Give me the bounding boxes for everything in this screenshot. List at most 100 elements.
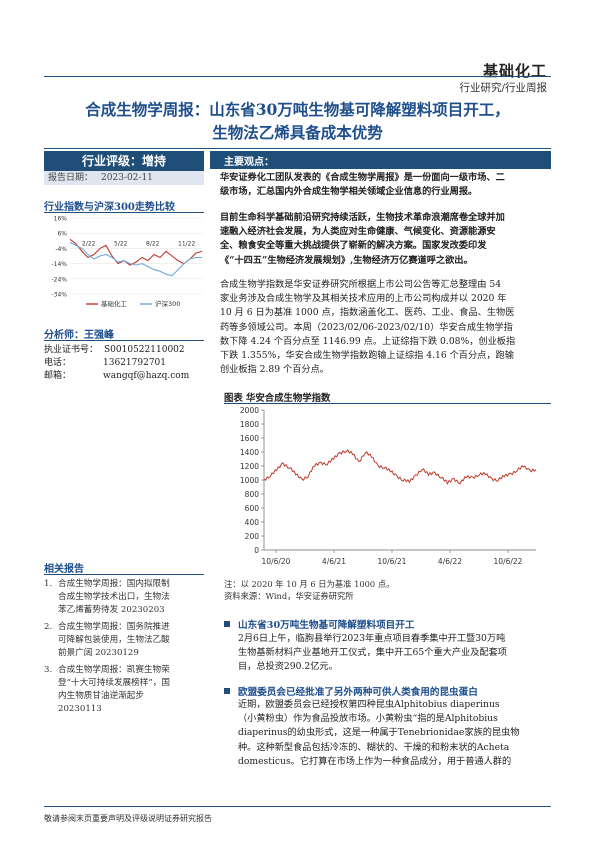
news-body-1: 2月6日上午，临朐县举行2023年重点项目春季集中开工暨30万吨 生物基新材料产业… — [238, 632, 551, 675]
para3-line: 数下降 4.24 个百分点至 1146.99 点。上证综指下跌 0.08%，创业… — [220, 335, 516, 347]
footer-divider — [44, 806, 551, 807]
news2-line: 近期，欧盟委员会已经授权第四种昆虫Alphitobius diaperinus — [238, 699, 500, 710]
analyst-email: 邮箱： wangqf@hazq.com — [44, 370, 189, 383]
trend-xtick-label: 5/22 — [114, 240, 128, 247]
news1-line: 目，总投资290.2亿元。 — [238, 661, 338, 673]
header-divider — [44, 76, 551, 77]
index-ytick-label: 1600 — [240, 434, 259, 443]
trend-xtick-label: 8/22 — [146, 240, 160, 247]
related-report-text: 前景广阔 20230129 — [58, 648, 139, 658]
related-report-text: 登“十大可持续发展榜样”，国 — [58, 678, 170, 688]
para2-line: 全、粮食安全等重大挑战提供了崭新的解决方案。国家发改委印发 — [220, 240, 487, 252]
report-date: 2023-02-11 — [101, 173, 153, 183]
related-report-text: 合成生物学技术出口，生物法 — [58, 592, 170, 602]
key-points-para2: 目前生命科学基础前沿研究持续活跃，生物技术革命浪潮席卷全球并加 速融入经济社会发展… — [220, 211, 551, 268]
license-number: S0010522110002 — [104, 345, 185, 355]
news1-line: 2月6日上午，临朐县举行2023年重点项目春季集中开工暨30万吨 — [238, 633, 506, 644]
index-ytick-label: 2000 — [240, 406, 259, 415]
related-divider — [44, 574, 204, 575]
report-title: 合成生物学周报：山东省30万吨生物基可降解塑料项目开工， 生物法乙烯具备成本优势 — [44, 98, 551, 144]
related-report-text: 可降解包装使用，生物法乙酸 — [58, 635, 170, 645]
news2-line: domesticus。它打算在市场上作为一种食品成分，用于普通人群的 — [238, 755, 512, 767]
analyst-divider — [44, 340, 204, 341]
industry-rating: 行业评级：增持 — [44, 151, 204, 171]
para3-line: 合成生物学指数是华安证券研究所根据上市公司公告等汇总整理由 54 — [220, 279, 502, 290]
key-points-bar — [210, 151, 551, 169]
related-report-number: 1. — [44, 579, 53, 589]
analyst-title: 分析师：王强峰 — [44, 330, 114, 341]
trend-chart: 16% 6% -4% -14% -24% -34% 2/22 5/22 8/22 11/22 基础… — [51, 216, 203, 308]
index-xtick-label: 10/6/22 — [494, 557, 523, 566]
index-xtick-label: 4/6/21 — [322, 557, 346, 566]
index-xtick-label: 10/6/21 — [378, 557, 407, 566]
index-ytick-label: 1200 — [240, 462, 259, 471]
related-report-number: 3. — [44, 665, 53, 675]
key-points-title: 主要观点： — [224, 157, 274, 168]
trend-divider — [44, 212, 204, 213]
para3-line: 家业务涉及合成生物学及其相关技术应用的上市公司构成并以 2020 年 — [220, 293, 507, 305]
phone-number: 13621792701 — [103, 358, 167, 368]
report-title-line2: 生物法乙烯具备成本优势 — [212, 123, 383, 142]
index-chart-divider — [224, 403, 551, 404]
index-ytick-label: 0 — [254, 546, 259, 555]
report-title-line1: 合成生物学周报：山东省30万吨生物基可降解塑料项目开工， — [85, 100, 510, 119]
news-bullet — [224, 688, 230, 694]
related-report-number: 2. — [44, 622, 53, 632]
index-chart-note: 注：以 2020 年 10 月 6 日为基准 1000 点。 — [224, 579, 395, 589]
related-report-item[interactable]: 3. 合成生物学周报：凯赛生物荣 登“十大可持续发展榜样”，国 内生物质甘油逆渐起步 2… — [44, 664, 204, 716]
report-date-label: 报告日期： — [48, 173, 94, 183]
para3-line: 药等多领域公司。本周（2023/02/06-2023/02/10）华安合成生物学… — [220, 321, 513, 333]
news-bullet — [224, 621, 230, 627]
index-ytick-label: 1400 — [240, 448, 259, 457]
para2-line: 速融入经济社会发展，为人类应对生命健康、气候变化、资源能源安 — [220, 226, 496, 238]
para1-line: 华安证券化工团队发表的《合成生物学周报》是一份面向一级市场、二 — [220, 172, 505, 183]
report-type: 行业研究/行业周报 — [459, 82, 547, 94]
index-xtick-label: 10/6/20 — [262, 557, 291, 566]
title-divider — [44, 148, 551, 149]
footer-disclaimer: 敬请参阅末页重要声明及评级说明证券研究报告 — [44, 814, 212, 823]
email-address[interactable]: wangqf@hazq.com — [103, 371, 190, 381]
index-ytick-label: 200 — [245, 532, 260, 541]
report-date-row: 报告日期： 2023-02-11 — [44, 171, 204, 185]
index-chart: 200018001600140012001000800600400200010/… — [240, 406, 537, 566]
news1-line: 生物基新材料产业基地开工仪式，集中开工65个重大产业及配套项 — [238, 647, 507, 659]
news2-line: 种。这种新型食品包括冷冻的、糊状的、干燥的和粉末状的Acheta — [238, 741, 510, 753]
index-ytick-label: 600 — [245, 504, 260, 513]
index-chart-title: 图表 华安合成生物学指数 — [224, 393, 331, 404]
news2-line: （小黄粉虫）作为食品投放市场。小黄粉虫“指的是Alphitobius — [238, 713, 498, 725]
news2-line: diaperinus的幼虫形式，这是一种属于Tenebrionidae家族的昆虫… — [238, 727, 520, 739]
related-report-item[interactable]: 2. 合成生物学周报：国务院推进 可降解包装使用，生物法乙酸 前景广阔 2023012… — [44, 621, 204, 660]
news-body-2: 近期，欧盟委员会已经授权第四种昆虫Alphitobius diaperinus （… — [238, 698, 551, 769]
legend-label: 沪深300 — [155, 299, 180, 308]
para3-line: 创业板指 2.89 个百分点。 — [220, 364, 329, 376]
index-chart-source: 资料来源：Wind，华安证券研究所 — [224, 591, 354, 601]
trend-series-line — [69, 238, 203, 266]
trend-ytick-label: 6% — [57, 231, 67, 238]
industry-category: 基础化工 — [482, 62, 547, 80]
para2-line: 目前生命科学基础前沿研究持续活跃，生物技术革命浪潮席卷全球并加 — [220, 212, 505, 223]
news-title-2: 欧盟委员会已经批准了另外两种可供人类食用的昆虫蛋白 — [238, 687, 478, 698]
related-report-text: 合成生物学周报：国内拟限制 — [58, 579, 170, 589]
para3-line: 下跌 1.355%，华安合成生物学指数跑输上证综指 4.16 个百分点，跑输 — [220, 350, 514, 362]
key-points-para3: 合成生物学指数是华安证券研究所根据上市公司公告等汇总整理由 54 家业务涉及合成生… — [220, 278, 551, 377]
trend-chart-title: 行业指数与沪深300走势比较 — [44, 202, 175, 213]
email-label: 邮箱： — [44, 371, 72, 381]
trend-xtick-label: 11/22 — [178, 240, 195, 247]
related-report-text: 内生物质甘油逆渐起步 — [58, 691, 144, 701]
trend-ytick-label: -34% — [51, 292, 67, 299]
related-report-text: 20230113 — [58, 704, 102, 714]
related-report-text: 合成生物学周报：国务院推进 — [58, 622, 170, 632]
index-series-line — [263, 449, 537, 485]
index-ytick-label: 1800 — [240, 420, 259, 429]
analyst-license: 执业证书号： S0010522110002 — [44, 344, 185, 357]
related-report-item[interactable]: 1. 合成生物学周报：国内拟限制 合成生物学技术出口，生物法 苯乙烯蓄势待发 2023… — [44, 578, 204, 617]
trend-xtick-label: 2/22 — [82, 240, 96, 247]
trend-series-line — [69, 241, 202, 277]
license-label: 执业证书号： — [44, 345, 99, 355]
related-report-text: 合成生物学周报：凯赛生物荣 — [58, 665, 170, 675]
trend-ytick-label: -4% — [55, 246, 67, 253]
index-ytick-label: 800 — [245, 490, 260, 499]
related-reports-title: 相关报告 — [44, 564, 84, 575]
trend-ytick-label: -24% — [51, 276, 67, 283]
index-xtick-label: 4/6/22 — [438, 557, 462, 566]
